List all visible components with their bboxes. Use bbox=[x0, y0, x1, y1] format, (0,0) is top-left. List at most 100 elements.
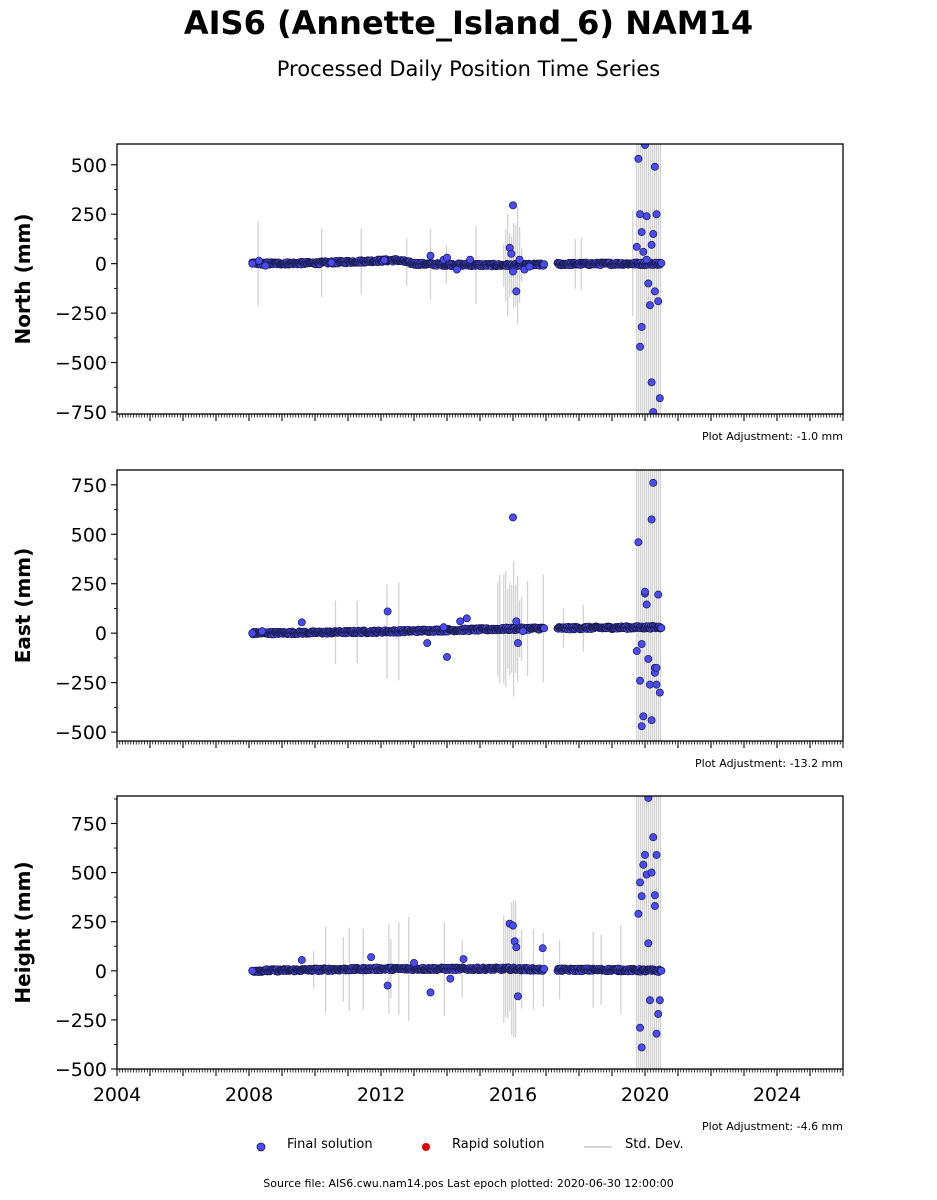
data-point-outlier bbox=[634, 154, 643, 163]
data-point-outlier bbox=[654, 590, 663, 599]
data-point-outlier bbox=[647, 716, 656, 725]
data-point-outlier bbox=[518, 627, 527, 636]
rapid-solution-marker-icon bbox=[422, 1143, 430, 1151]
data-point-outlier bbox=[644, 796, 653, 802]
data-point-outlier bbox=[652, 210, 661, 219]
panel-2: 750 500 250 0 −250 −500 2004 2008 2012 2016 2020 20… bbox=[11, 795, 844, 1133]
data-point-outlier bbox=[647, 378, 656, 387]
data-point-outlier bbox=[327, 258, 336, 267]
data-point-outlier bbox=[509, 513, 517, 522]
data-point-outlier bbox=[649, 408, 658, 414]
data-point-outlier bbox=[248, 629, 257, 638]
data-point-outlier bbox=[509, 201, 517, 210]
data-point-outlier bbox=[515, 255, 524, 264]
data-point-outlier bbox=[261, 261, 270, 270]
data-point bbox=[540, 260, 549, 269]
data-point-outlier bbox=[426, 251, 435, 260]
data-point-outlier bbox=[512, 943, 521, 952]
data-point-outlier bbox=[452, 265, 461, 274]
panel-frame bbox=[116, 469, 844, 742]
data-point-outlier bbox=[642, 255, 651, 264]
data-point-outlier bbox=[636, 1023, 645, 1032]
y-tick-label: 250 bbox=[71, 204, 107, 226]
data-point-outlier bbox=[367, 953, 376, 962]
panel-frame bbox=[116, 795, 844, 1070]
data-point-outlier bbox=[639, 860, 648, 869]
data-point-outlier bbox=[649, 230, 658, 238]
plot-area bbox=[248, 144, 666, 414]
x-tick-label: 2016 bbox=[489, 1084, 537, 1106]
data-point-outlier bbox=[636, 676, 645, 685]
data-point-outlier bbox=[639, 712, 648, 721]
data-point-outlier bbox=[512, 617, 521, 626]
y-tick-label: 500 bbox=[71, 155, 107, 177]
y-tick-label: −500 bbox=[55, 722, 107, 744]
plot-area bbox=[248, 470, 666, 741]
y-tick-label: 750 bbox=[71, 475, 107, 497]
y-tick-label: −250 bbox=[55, 673, 107, 695]
y-tick-label: 250 bbox=[71, 574, 107, 596]
y-tick-label: −250 bbox=[55, 303, 107, 325]
data-point-outlier bbox=[632, 647, 641, 655]
data-point-outlier bbox=[641, 587, 649, 596]
data-point-outlier bbox=[380, 256, 389, 265]
data-point-outlier bbox=[254, 256, 263, 265]
panel-0: 500 250 0 −250 −500 −750 North (mm) Plot Adjust… bbox=[11, 143, 844, 443]
source-note: Source file: AIS6.cwu.nam14.pos Last epo… bbox=[263, 1177, 674, 1190]
y-tick-label: −500 bbox=[55, 353, 107, 375]
data-point-outlier bbox=[649, 833, 658, 842]
data-point-outlier bbox=[654, 297, 663, 306]
data-point-outlier bbox=[248, 966, 257, 975]
data-point-outlier bbox=[637, 228, 646, 236]
data-point-outlier bbox=[642, 600, 651, 609]
data-point-outlier bbox=[466, 255, 475, 264]
y-tick-label: 0 bbox=[95, 623, 107, 645]
data-point-outlier bbox=[509, 921, 517, 930]
data-point-outlier bbox=[634, 538, 643, 547]
plot-adjustment-label: Plot Adjustment: -1.0 mm bbox=[702, 430, 843, 443]
data-point-outlier bbox=[641, 144, 649, 149]
data-point-outlier bbox=[646, 301, 654, 310]
data-point-outlier bbox=[634, 909, 643, 918]
data-point-outlier bbox=[423, 639, 432, 648]
data-point-outlier bbox=[462, 614, 471, 623]
y-tick-label: 0 bbox=[95, 254, 107, 276]
data-point-outlier bbox=[639, 247, 648, 256]
data-point bbox=[657, 259, 666, 268]
chart-subtitle: Processed Daily Position Time Series bbox=[276, 57, 661, 81]
data-point-outlier bbox=[459, 955, 468, 963]
data-point-outlier bbox=[644, 939, 653, 948]
data-point-outlier bbox=[507, 249, 516, 258]
data-point-outlier bbox=[514, 639, 522, 648]
data-point-outlier bbox=[649, 478, 658, 487]
data-point-outlier bbox=[642, 212, 651, 221]
data-point-outlier bbox=[652, 1029, 661, 1038]
y-axis-label: Height (mm) bbox=[11, 861, 35, 1003]
data-point-outlier bbox=[650, 891, 659, 900]
plot-adjustment-label: Plot Adjustment: -4.6 mm bbox=[702, 1120, 843, 1133]
data-point-outlier bbox=[512, 287, 521, 296]
data-point-outlier bbox=[652, 680, 661, 689]
final-solution-marker-icon bbox=[256, 1142, 266, 1152]
legend-rapid-label: Rapid solution bbox=[452, 1137, 545, 1152]
data-point-outlier bbox=[644, 279, 653, 288]
y-tick-label: −250 bbox=[55, 1010, 107, 1032]
data-point-outlier bbox=[654, 1010, 663, 1018]
data-point-outlier bbox=[650, 902, 659, 910]
std-dev-line-icon bbox=[584, 1146, 612, 1148]
panel-frame bbox=[116, 143, 844, 415]
data-point-outlier bbox=[439, 623, 448, 632]
data-point-outlier bbox=[443, 253, 451, 262]
x-tick-label: 2004 bbox=[93, 1084, 141, 1106]
data-point-outlier bbox=[637, 1043, 646, 1052]
data-point-outlier bbox=[456, 617, 465, 626]
x-tick-label: 2020 bbox=[621, 1084, 669, 1106]
data-point-outlier bbox=[646, 680, 654, 689]
y-axis-label: East (mm) bbox=[11, 548, 35, 664]
data-point bbox=[540, 624, 549, 633]
legend-final-label: Final solution bbox=[287, 1137, 373, 1152]
data-point-outlier bbox=[641, 850, 649, 859]
data-point-outlier bbox=[297, 618, 306, 627]
y-tick-label: −500 bbox=[55, 1059, 107, 1081]
